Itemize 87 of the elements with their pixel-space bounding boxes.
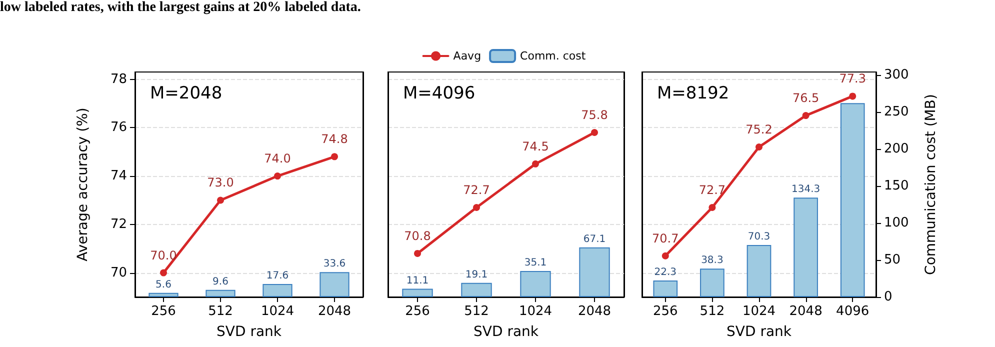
point <box>414 250 421 257</box>
y2-tick-label: 150 <box>884 178 909 194</box>
x-tick-label: 1024 <box>742 304 776 319</box>
x-axis-title: SVD rank <box>726 324 792 340</box>
y-tick-label: 78 <box>110 72 127 87</box>
y-tick-label: 76 <box>110 120 127 136</box>
bar <box>520 271 551 297</box>
bar <box>653 280 678 297</box>
data-label: 77.3 <box>839 72 866 86</box>
x-tick-label: 512 <box>700 304 725 319</box>
data-label: 134.3 <box>791 184 820 196</box>
point <box>756 144 762 150</box>
point <box>217 196 224 204</box>
text: M=4096 <box>403 84 476 104</box>
bar <box>700 268 724 297</box>
data-label: 74.8 <box>321 132 348 146</box>
x-tick-label: 1024 <box>260 304 294 319</box>
data-label: 33.6 <box>323 258 346 270</box>
point <box>662 252 669 260</box>
y2-axis-title: Communication cost (MB) <box>923 94 939 275</box>
x-tick-label: 2048 <box>578 304 612 319</box>
bar <box>840 103 865 297</box>
bar <box>794 198 818 297</box>
data-label: 11.1 <box>406 275 429 286</box>
text: M=2048 <box>150 84 222 104</box>
y2-tick-label: 200 <box>884 141 909 156</box>
y-tick-label: 72 <box>110 216 127 232</box>
point <box>591 128 598 136</box>
bar <box>262 284 292 297</box>
bar <box>746 244 772 297</box>
x-tick-label: 2048 <box>789 304 822 319</box>
point <box>160 269 167 276</box>
data-label: 72.7 <box>463 182 490 197</box>
bar <box>206 290 236 297</box>
y-axis-title: Average accuracy (%) <box>75 108 91 262</box>
y2-tick-label: 300 <box>884 67 909 82</box>
data-label: 70.3 <box>748 231 770 242</box>
data-label: 72.7 <box>698 182 726 197</box>
data-label: 35.1 <box>524 258 547 269</box>
data-label: 19.1 <box>465 269 488 280</box>
data-label: 70.7 <box>652 231 679 246</box>
data-label: 70.0 <box>150 248 177 262</box>
legend-label: Comm. cost <box>520 50 586 62</box>
x-axis-title: SVD rank <box>473 324 540 340</box>
text: low labeled rates, with the largest gains at 20% labeled data. <box>0 0 361 16</box>
x-tick-label: 1024 <box>518 304 552 319</box>
data-label: 38.3 <box>701 255 724 266</box>
data-label: 9.6 <box>212 276 228 288</box>
point <box>274 172 281 180</box>
text: M=8192 <box>657 84 730 104</box>
data-label: 75.8 <box>581 108 608 122</box>
data-label: 74.0 <box>264 152 291 166</box>
x-tick-label: 256 <box>405 304 430 319</box>
y2-tick-label: 250 <box>884 104 909 120</box>
y-tick-label: 70 <box>110 265 127 280</box>
data-label: 76.5 <box>792 91 820 106</box>
point <box>849 92 856 100</box>
legend-label: Aavg <box>453 50 482 62</box>
data-label: 70.8 <box>404 228 431 243</box>
data-label: 5.6 <box>156 279 172 290</box>
y2-tick-label: 100 <box>884 215 909 230</box>
point <box>532 160 539 168</box>
x-axis-title: SVD rank <box>216 324 282 340</box>
y-tick-label: 74 <box>110 168 127 184</box>
bar <box>402 288 433 297</box>
data-label: 22.3 <box>654 266 677 278</box>
x-tick-label: 4096 <box>836 304 870 319</box>
data-label: 67.1 <box>583 234 606 245</box>
y2-tick-label: 0 <box>884 290 892 304</box>
point <box>708 204 716 211</box>
bar <box>148 292 178 297</box>
x-tick-label: 256 <box>151 304 176 319</box>
x-tick-label: 256 <box>652 304 678 319</box>
x-tick-label: 2048 <box>318 304 352 319</box>
point <box>331 153 338 160</box>
point <box>473 204 480 211</box>
data-label: 73.0 <box>207 176 234 190</box>
data-label: 17.6 <box>266 270 289 282</box>
x-tick-label: 512 <box>208 304 233 319</box>
x-tick-label: 512 <box>464 304 489 319</box>
data-label: 74.5 <box>522 139 549 154</box>
data-label: 75.2 <box>746 122 772 136</box>
bar <box>461 282 492 297</box>
bar <box>320 272 350 297</box>
y2-tick-label: 50 <box>884 252 901 268</box>
bar <box>579 247 610 297</box>
point <box>802 112 810 120</box>
